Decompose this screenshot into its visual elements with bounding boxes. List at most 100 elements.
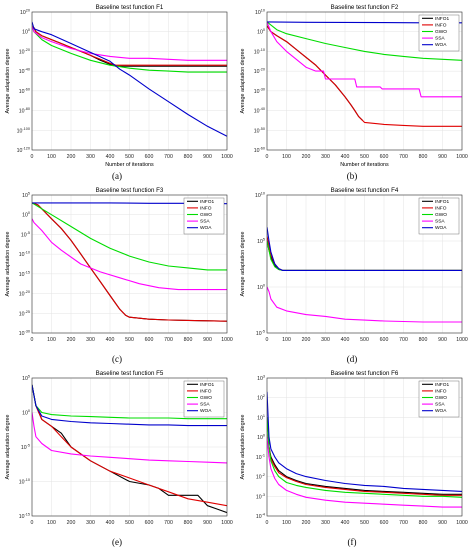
legend-label: INFO [435, 22, 447, 28]
legend-label: INFO [435, 388, 447, 394]
x-tick-label: 300 [321, 154, 330, 160]
y-axis-label: Average adaptation degree [240, 232, 246, 297]
y-tick-label: 105 [257, 238, 265, 246]
x-tick-label: 200 [302, 337, 311, 343]
x-tick-label: 500 [125, 154, 134, 160]
y-axis-label: Average adaptation degree [5, 232, 11, 297]
chart-panel-f4: 0 100 200 300 400 500 600 700 800 900 1000 1010 105 1… [235, 183, 469, 366]
y-tick-label: 10-80 [19, 107, 30, 115]
panel-caption: (e) [112, 537, 122, 547]
series-line-ssa [32, 412, 227, 464]
x-tick-label: 100 [282, 337, 291, 343]
series-line-gwo [267, 21, 462, 61]
y-tick-label: 10-20 [19, 48, 30, 56]
x-tick-label: 400 [341, 154, 350, 160]
x-tick-label: 700 [164, 154, 173, 160]
chart-f1: 0 100 200 300 400 500 600 700 800 900 1000 1020 100 1… [5, 4, 233, 168]
x-tick-label: 700 [164, 337, 173, 343]
chart-panel-f2: 0 100 200 300 400 500 600 700 800 900 1000 1010 100 1… [235, 0, 469, 183]
x-tick-label: 1000 [221, 337, 233, 343]
x-tick-label: 400 [341, 520, 350, 526]
x-tick-label: 200 [67, 337, 76, 343]
chart-f2: 0 100 200 300 400 500 600 700 800 900 1000 1010 100 1… [240, 4, 468, 168]
legend-box [418, 197, 460, 235]
x-tick-label: 300 [86, 337, 95, 343]
x-tick-label: 500 [360, 154, 369, 160]
axes-box [31, 11, 228, 151]
x-tick-label: 700 [399, 520, 408, 526]
y-tick-label: 105 [22, 375, 30, 383]
legend-label: GWO [435, 29, 447, 35]
y-tick-label: 10-15 [19, 270, 30, 278]
x-tick-label: 900 [438, 337, 447, 343]
legend-label: INFO [200, 388, 212, 394]
series-line-woa [267, 391, 462, 492]
y-tick-label: 10-30 [19, 330, 30, 338]
x-tick-label: 200 [302, 154, 311, 160]
y-tick-label: 103 [257, 375, 265, 383]
chart-f4: 0 100 200 300 400 500 600 700 800 900 1000 1010 105 1… [240, 187, 468, 343]
series-line-ssa [267, 21, 462, 98]
series-line-woa [32, 21, 227, 137]
series-line-gwo [267, 417, 462, 498]
x-tick-label: 400 [106, 154, 115, 160]
x-tick-label: 0 [31, 520, 34, 526]
x-tick-label: 900 [438, 520, 447, 526]
x-tick-label: 500 [360, 520, 369, 526]
x-tick-label: 600 [145, 337, 154, 343]
x-tick-label: 300 [321, 520, 330, 526]
x-tick-label: 800 [419, 520, 428, 526]
y-tick-label: 105 [22, 192, 30, 200]
x-tick-label: 800 [419, 154, 428, 160]
x-tick-label: 400 [106, 520, 115, 526]
y-tick-label: 10-20 [19, 290, 30, 298]
legend-label: SSA [435, 36, 445, 42]
x-tick-label: 1000 [221, 154, 233, 160]
legend-label: SSA [200, 219, 210, 225]
x-tick-label: 800 [184, 520, 193, 526]
panel-caption: (a) [112, 171, 122, 181]
series-line-ssa [32, 26, 227, 61]
series-line-info [32, 384, 227, 507]
x-tick-label: 500 [125, 337, 134, 343]
y-tick-label: 10-1 [256, 453, 265, 461]
x-tick-label: 100 [47, 337, 56, 343]
x-tick-label: 0 [266, 520, 269, 526]
chart-title: Baseline test function F6 [331, 370, 399, 377]
x-tick-label: 800 [419, 337, 428, 343]
y-tick-label: 100 [22, 211, 30, 219]
chart-f5: 0 100 200 300 400 500 600 700 800 900 1000 105 100 10… [5, 370, 233, 526]
y-tick-label: 10-10 [19, 478, 30, 486]
y-tick-label: 10-60 [254, 147, 265, 155]
axes-box [266, 377, 463, 517]
y-tick-label: 100 [257, 284, 265, 292]
legend-label: GWO [200, 212, 212, 218]
x-tick-label: 1000 [456, 520, 468, 526]
legend-label: SSA [435, 402, 445, 408]
y-tick-label: 10-3 [256, 493, 265, 501]
x-tick-label: 200 [67, 520, 76, 526]
y-tick-label: 10-25 [19, 310, 30, 318]
series-line-info [32, 26, 227, 66]
y-tick-label: 1020 [20, 9, 30, 17]
y-tick-label: 10-4 [256, 513, 265, 521]
y-axis-label: Average adaptation degree [240, 49, 246, 114]
x-tick-label: 300 [86, 520, 95, 526]
x-tick-label: 100 [47, 520, 56, 526]
y-tick-label: 10-30 [254, 87, 265, 95]
y-axis-label: Average adaptation degree [5, 415, 11, 480]
chart-title: Baseline test function F4 [331, 187, 399, 194]
x-tick-label: 600 [380, 337, 389, 343]
x-tick-label: 900 [203, 520, 212, 526]
chart-title: Baseline test function F5 [96, 370, 164, 377]
y-axis-label: Average adaptation degree [240, 415, 246, 480]
x-tick-label: 0 [266, 154, 269, 160]
y-tick-label: 10-5 [256, 330, 265, 338]
y-tick-label: 1010 [255, 192, 265, 200]
chart-title: Baseline test function F1 [96, 4, 164, 11]
x-tick-label: 900 [203, 337, 212, 343]
chart-f6: 0 100 200 300 400 500 600 700 800 900 1000 103 102 10… [240, 370, 468, 526]
